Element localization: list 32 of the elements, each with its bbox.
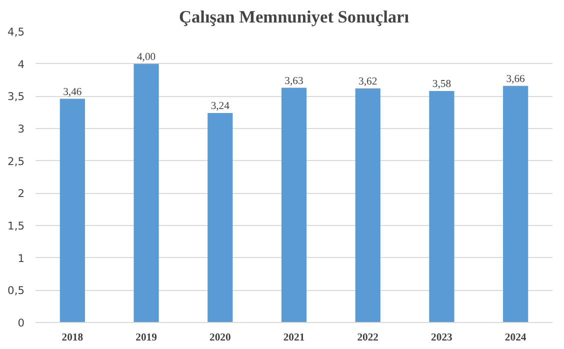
data-label: 3,46: [63, 86, 82, 98]
x-tick-label: 2023: [431, 332, 452, 344]
x-tick-label: 2020: [209, 332, 231, 344]
x-tick-label: 2021: [283, 332, 305, 344]
x-tick-label: 2024: [504, 332, 527, 344]
y-tick-label: 2,5: [8, 154, 25, 168]
y-tick-label: 0: [18, 316, 25, 330]
data-label: 4,00: [136, 52, 156, 63]
bar: [208, 112, 233, 322]
data-label: 3,24: [210, 100, 230, 112]
y-tick-label: 1,5: [8, 220, 25, 232]
y-tick-label: 0,5: [8, 284, 25, 298]
bar: [60, 98, 85, 322]
bar: [134, 64, 159, 322]
y-tick-label: 1: [18, 252, 24, 265]
data-label: 3,58: [432, 78, 452, 90]
y-tick-label: 2: [18, 187, 24, 200]
data-label: 3,66: [506, 74, 526, 85]
y-tick-label: 3: [18, 122, 24, 136]
bar: [503, 86, 528, 322]
x-tick-label: 2019: [136, 332, 157, 344]
bar: [429, 90, 454, 322]
y-tick-label: 4,5: [8, 26, 25, 38]
data-label: 3,62: [358, 76, 378, 88]
y-tick-label: 4: [18, 58, 25, 71]
bar: [281, 88, 307, 322]
x-tick-label: 2022: [357, 332, 379, 344]
x-tick-label: 2018: [62, 332, 84, 344]
y-tick-label: 3,5: [8, 90, 25, 104]
data-label: 3,63: [284, 76, 304, 87]
bar: [355, 88, 380, 322]
chart-title: Çalışan Memnuniyet Sonuçları: [178, 8, 410, 26]
